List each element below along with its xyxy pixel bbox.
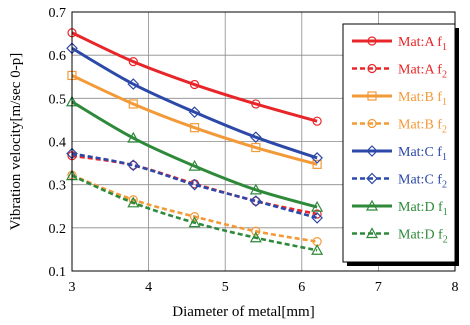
legend-marker (365, 227, 379, 239)
y-tick-label: 0.4 (49, 136, 67, 151)
data-point (188, 216, 201, 228)
y-axis-title: Vibration velocity[m/sec 0-p] (8, 53, 24, 230)
data-point (311, 200, 324, 212)
x-tick-label: 5 (222, 280, 229, 295)
legend-label: Mat:B f1 (398, 90, 447, 108)
series-line (71, 174, 318, 252)
legend-marker (367, 118, 377, 129)
legend-label-text: Mat:B f (398, 90, 442, 105)
legend-marker (367, 91, 377, 101)
legend-item: Mat:A f2 (352, 63, 447, 81)
data-point (312, 116, 322, 126)
legend-label: Mat:C f1 (398, 145, 447, 163)
data-point (251, 142, 261, 153)
legend-label-subscript: 2 (442, 70, 447, 81)
data-point (249, 231, 262, 243)
y-tick-label: 0.5 (49, 92, 67, 107)
data-point (128, 57, 138, 67)
legend-item: Mat:D f1 (352, 199, 448, 218)
x-tick-label: 6 (298, 280, 305, 295)
data-point (311, 152, 323, 164)
legend-label-subscript: 1 (442, 42, 447, 53)
y-tick-label: 0.6 (49, 49, 67, 64)
legend-label-text: Mat:D f (398, 200, 443, 215)
series-6 (66, 147, 323, 224)
legend-label: Mat:D f2 (398, 228, 448, 246)
series-line (71, 152, 318, 220)
legend-item: Mat:B f2 (352, 118, 447, 136)
legend-label-text: Mat:B f (398, 118, 442, 133)
legend-label-subscript: 1 (442, 97, 447, 108)
legend-label-text: Mat:A f (398, 35, 442, 50)
tick-labels: 3 4 5 6 7 8 0.1 0.2 0.3 0.4 0.5 0.6 0.7 (49, 6, 459, 295)
legend-label-text: Mat:A f (398, 63, 442, 78)
legend-item: Mat:A f1 (352, 35, 447, 53)
x-tick-label: 8 (452, 280, 459, 295)
data-point (189, 79, 200, 90)
series-line (71, 31, 318, 123)
series-5 (66, 42, 323, 164)
data-point (188, 178, 201, 191)
legend-marker (366, 172, 378, 185)
legend-label-text: Mat:C f (398, 173, 442, 188)
y-tick-label: 0.2 (49, 222, 67, 237)
legend-label-text: Mat:C f (398, 145, 442, 160)
legend-item: Mat:C f2 (352, 173, 447, 191)
legend-label: Mat:A f1 (398, 35, 447, 53)
data-point (249, 183, 262, 195)
legend-marker (365, 199, 379, 211)
legend-label-subscript: 2 (442, 125, 447, 136)
y-tick-label: 0.7 (49, 6, 67, 21)
data-point (311, 244, 324, 255)
series-line (71, 173, 318, 243)
legend-label-subscript: 2 (442, 180, 447, 191)
data-point (189, 212, 200, 222)
data-point (312, 159, 322, 169)
data-point (128, 99, 138, 109)
legend-label-subscript: 2 (443, 235, 448, 246)
legend-marker (367, 63, 377, 74)
legend-label: Mat:A f2 (398, 63, 447, 81)
x-tick-label: 7 (375, 280, 382, 295)
legend-box (342, 23, 456, 263)
legend-item: Mat:C f1 (352, 145, 447, 163)
legend-label-subscript: 1 (442, 152, 447, 163)
data-point (249, 131, 262, 144)
data-point (312, 209, 322, 219)
legend-item: Mat:B f1 (352, 90, 447, 108)
data-point (189, 123, 200, 133)
legend-label: Mat:D f1 (398, 200, 448, 218)
series-7 (65, 95, 324, 212)
series-line (71, 100, 318, 209)
data-point (127, 159, 140, 172)
series-8 (65, 169, 324, 255)
data-point (311, 212, 323, 224)
legend-marker (366, 145, 378, 157)
x-tick-label: 3 (69, 280, 76, 295)
data-point (127, 196, 140, 208)
legend-item: Mat:D f2 (352, 227, 448, 246)
series-line (71, 74, 318, 166)
data-point (127, 78, 140, 90)
data-point (188, 159, 201, 171)
x-tick-label: 4 (145, 280, 152, 295)
data-point (251, 99, 261, 109)
y-tick-label: 0.3 (49, 179, 67, 194)
series-layer (65, 28, 324, 255)
data-point (249, 195, 262, 207)
series-line (71, 46, 318, 160)
x-axis-title: Diameter of metal[mm] (172, 304, 314, 320)
data-point (127, 131, 140, 143)
legend-marker (367, 36, 377, 46)
y-tick-label: 0.1 (49, 265, 67, 280)
legend-label: Mat:B f2 (398, 118, 447, 136)
data-point (188, 106, 201, 118)
legend-label: Mat:C f2 (398, 173, 447, 191)
legend-label-text: Mat:D f (398, 228, 443, 243)
legend-label-subscript: 1 (443, 207, 448, 218)
data-point (251, 226, 261, 236)
